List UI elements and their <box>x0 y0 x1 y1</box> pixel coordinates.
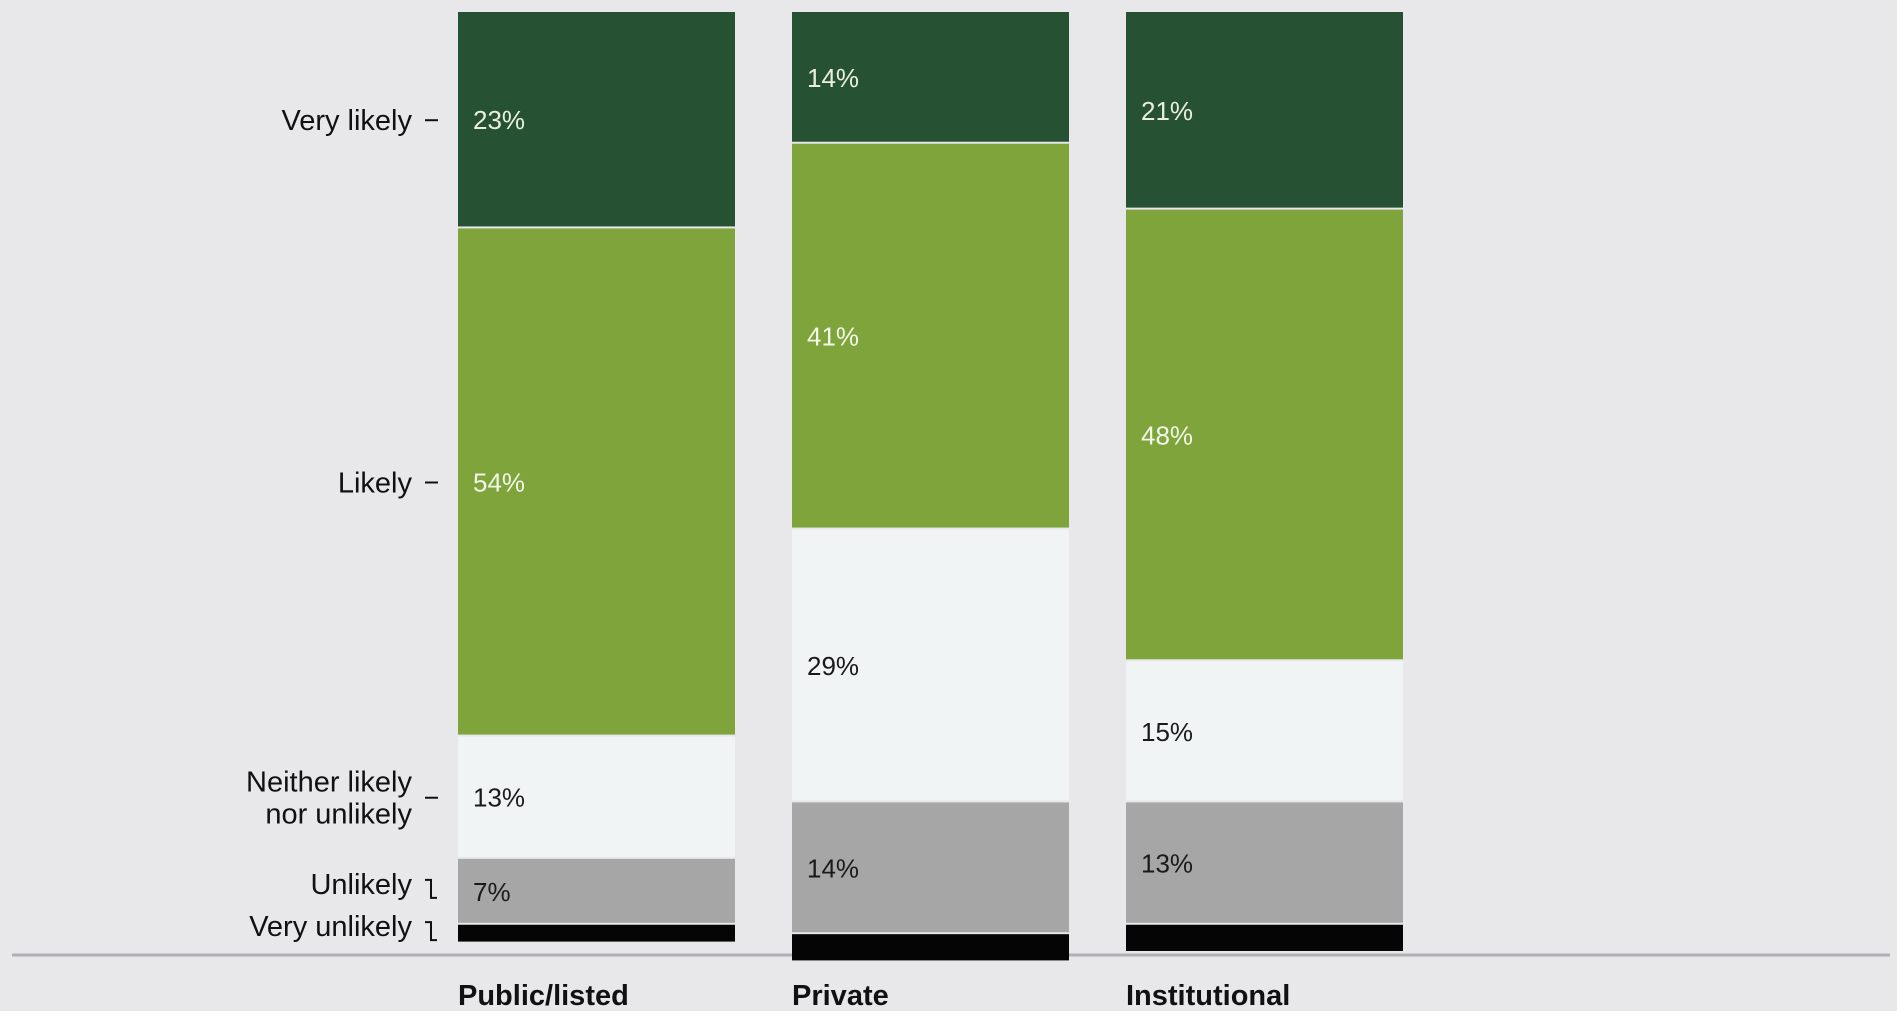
legend-label: nor unlikely <box>265 799 412 831</box>
bar-segment-unlikely <box>792 802 1069 933</box>
bar-segment-unlikely <box>458 858 735 923</box>
data-label: 23% <box>473 105 525 135</box>
bar-segment-very-unlikely <box>458 924 735 942</box>
legend-tick <box>425 921 437 942</box>
legend-item-very-unlikely: Very unlikely <box>249 911 437 943</box>
legend-label: Very likely <box>281 105 412 137</box>
data-label: 13% <box>1141 849 1193 879</box>
bar-segment-likely <box>458 228 735 735</box>
legend-label: Neither likely <box>246 767 412 799</box>
bar-group-public-listed: 23% 54% 13% 7% <box>458 12 735 942</box>
data-label: 54% <box>473 468 525 498</box>
legend-item-unlikely: Unlikely <box>310 869 437 901</box>
bar-segment-likely <box>792 143 1069 528</box>
bar-segment-very-unlikely <box>1126 924 1403 951</box>
data-label: 14% <box>807 853 859 883</box>
bar-segment-very-unlikely <box>792 934 1069 961</box>
legend-label: Likely <box>338 468 413 500</box>
bar-segment-very-likely <box>1126 12 1403 208</box>
bar-segment-unlikely <box>1126 802 1403 923</box>
category-label: Private <box>792 980 889 1011</box>
data-label: 15% <box>1141 717 1193 747</box>
legend-item-likely: Likely <box>338 468 438 500</box>
bar-segment-very-likely <box>458 12 735 227</box>
data-label: 13% <box>473 783 525 813</box>
legend-tick <box>425 878 437 899</box>
data-label: 29% <box>807 651 859 681</box>
legend-label: Very unlikely <box>249 911 412 943</box>
legend-label: Unlikely <box>310 869 412 901</box>
bar-segment-likely <box>1126 209 1403 660</box>
bar-segment-neither-likely-nor-unlikely <box>458 736 735 857</box>
category-label: Public/listed <box>458 980 629 1011</box>
legend-item-very-likely: Very likely <box>281 105 438 137</box>
category-label: Institutional <box>1126 980 1290 1011</box>
data-label: 21% <box>1141 96 1193 126</box>
data-label: 48% <box>1141 420 1193 450</box>
bar-segment-neither-likely-nor-unlikely <box>792 529 1069 801</box>
data-label: 14% <box>807 63 859 93</box>
data-label: 7% <box>473 877 511 907</box>
bar-segment-neither-likely-nor-unlikely <box>1126 661 1403 801</box>
data-label: 41% <box>807 322 859 352</box>
bar-group-institutional: 21% 48% 15% 13% <box>1126 12 1403 951</box>
bar-segment-very-likely <box>792 12 1069 142</box>
bar-group-private: 14% 41% 29% 14% <box>792 12 1069 961</box>
